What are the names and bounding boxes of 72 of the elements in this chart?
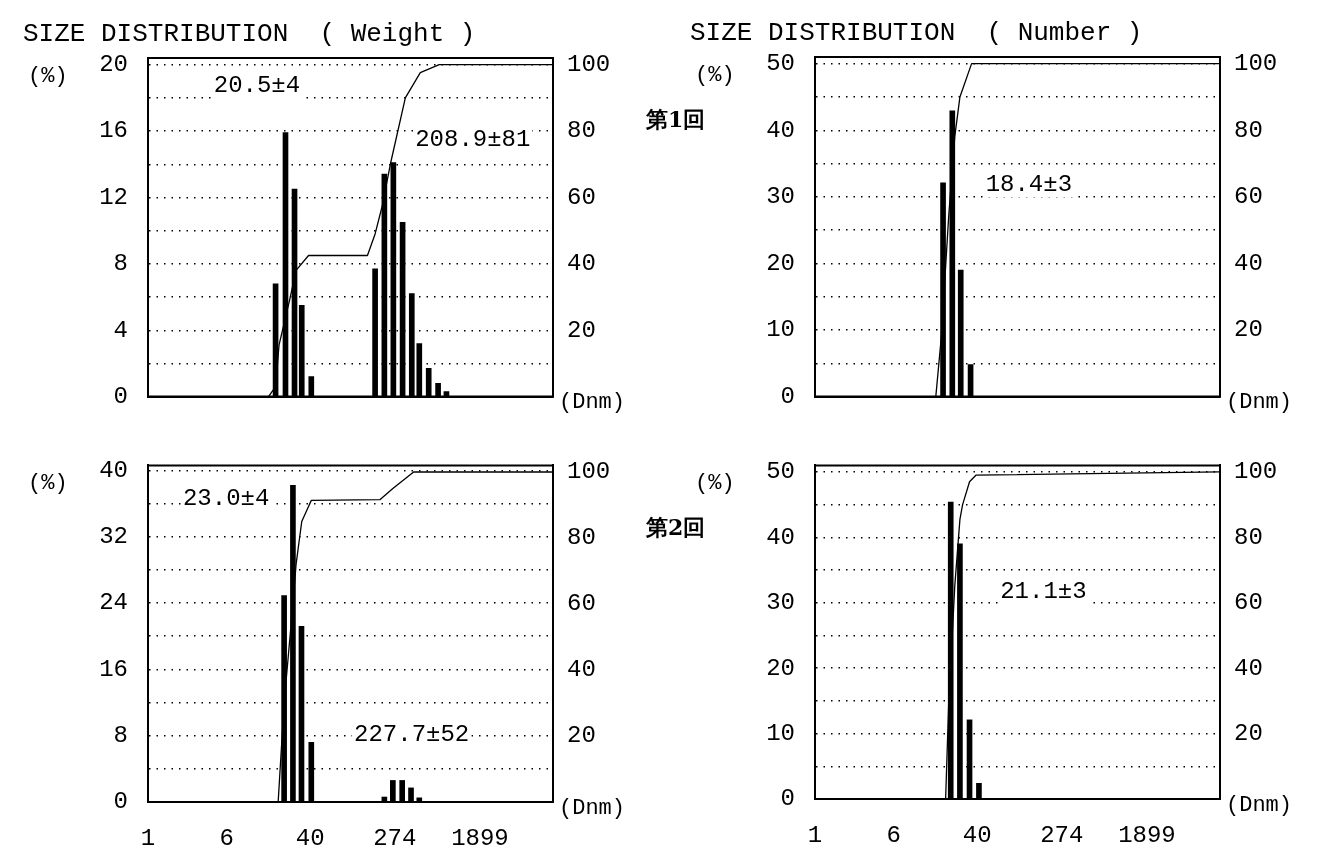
y2-tick-label: 40 (1234, 654, 1263, 682)
y2-tick-label: 80 (567, 524, 596, 552)
y-tick-label: 30 (766, 183, 795, 211)
y-tick-label: 0 (780, 382, 795, 410)
y-tick-label: 50 (766, 458, 795, 486)
y2-tick-label: 40 (1234, 249, 1263, 277)
y2-tick-label: 100 (567, 458, 611, 486)
y-axis-title: (%) (695, 471, 735, 497)
y-tick-label: 10 (766, 719, 795, 747)
x-axis-title: (Dnm) (559, 795, 626, 821)
y-tick-label: 20 (766, 249, 795, 277)
y2-tick-label: 80 (1234, 523, 1263, 551)
x-tick-label: 40 (295, 824, 325, 852)
chart-title: SIZE DISTRIBUTION ( Weight ) (23, 18, 476, 49)
annotation: 23.0±4 (182, 485, 270, 513)
y2-tick-label: 60 (567, 590, 596, 618)
x-axis-title: (Dnm) (1226, 792, 1293, 818)
annotation: 20.5±4 (213, 72, 301, 100)
annotation: 21.1±3 (1000, 577, 1087, 605)
y2-tick-label: 100 (1234, 458, 1278, 486)
x-axis-title: (Dnm) (559, 390, 626, 416)
y-tick-label: 8 (113, 722, 128, 750)
y2-tick-label: 20 (1234, 316, 1263, 344)
y2-tick-label: 100 (1234, 50, 1278, 78)
y-tick-label: 40 (766, 116, 795, 144)
y-tick-label: 16 (99, 117, 128, 145)
x-tick-label: 1899 (1118, 821, 1176, 849)
x-tick-label: 274 (1040, 821, 1084, 849)
annotation: 18.4±3 (985, 170, 1073, 198)
y2-tick-label: 20 (1234, 719, 1263, 747)
y2-tick-label: 100 (567, 51, 611, 78)
y-axis-title: (%) (695, 62, 735, 88)
y2-tick-label: 60 (1234, 183, 1263, 211)
y-tick-label: 40 (766, 523, 795, 551)
y-tick-label: 30 (766, 589, 795, 617)
chart-title: SIZE DISTRIBUTION ( Number ) (690, 17, 1143, 48)
y-tick-label: 0 (113, 382, 128, 410)
x-axis-title: (Dnm) (1226, 390, 1293, 416)
y-tick-label: 10 (766, 316, 795, 344)
y-tick-label: 0 (113, 788, 128, 816)
y2-tick-label: 20 (567, 316, 596, 344)
x-tick-label: 6 (219, 824, 234, 852)
x-tick-label: 1899 (451, 824, 509, 852)
y-tick-label: 50 (766, 50, 795, 78)
y2-tick-label: 80 (567, 117, 596, 145)
y-axis-title: (%) (28, 471, 68, 497)
y2-tick-label: 80 (1234, 116, 1263, 144)
y-tick-label: 8 (113, 250, 128, 278)
x-tick-label: 1 (807, 821, 823, 849)
y-tick-label: 16 (99, 655, 128, 683)
y-tick-label: 40 (99, 456, 128, 484)
y-tick-label: 20 (766, 654, 795, 682)
y2-tick-label: 60 (567, 183, 596, 211)
y-tick-label: 24 (99, 589, 128, 617)
annotation: 227.7±52 (354, 721, 470, 749)
y-tick-label: 20 (99, 51, 128, 78)
y-axis-title: (%) (28, 63, 68, 89)
x-tick-label: 40 (962, 821, 992, 849)
x-tick-label: 6 (886, 821, 901, 849)
y-tick-label: 4 (113, 316, 128, 344)
x-tick-label: 274 (373, 824, 417, 852)
y-tick-label: 0 (780, 785, 795, 813)
text: 第1回 (645, 105, 706, 132)
text: 第2回 (645, 514, 706, 541)
y2-tick-label: 40 (567, 250, 596, 278)
y2-tick-label: 40 (567, 656, 596, 684)
y2-tick-label: 20 (567, 722, 596, 750)
y2-tick-label: 60 (1234, 589, 1263, 617)
x-tick-label: 1 (140, 824, 156, 852)
y-tick-label: 12 (99, 183, 128, 211)
annotation: 208.9±81 (415, 125, 531, 153)
y-tick-label: 32 (99, 523, 128, 551)
